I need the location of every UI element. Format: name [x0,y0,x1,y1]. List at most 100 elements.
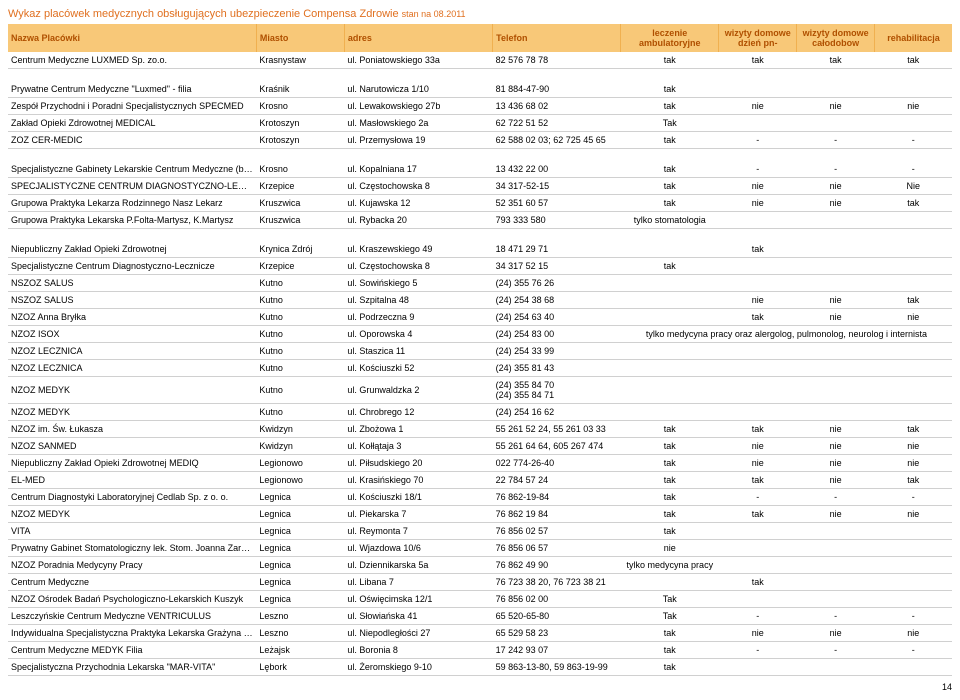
cell-adres: ul. Kościuszki 52 [344,360,492,377]
cell-telefon: 34 317 52 15 [493,258,621,275]
cell-nazwa: Zakład Opieki Zdrowotnej MEDICAL [8,115,256,132]
cell-rehab: nie [875,625,952,642]
col-rehab: rehabilitacja [875,24,952,52]
table-header-row: Nazwa Placówki Miasto adres Telefon lecz… [8,24,952,52]
cell-wizyty1: nie [719,195,797,212]
cell-rehab: tak [875,292,952,309]
cell-adres: ul. Żeromskiego 9-10 [344,659,492,676]
table-row: NZOZ Poradnia Medycyny PracyLegnicaul. D… [8,557,952,574]
cell-rehab [875,523,952,540]
cell-wizyty2 [797,377,875,404]
cell-wizyty1: nie [719,438,797,455]
cell-miasto: Krzepice [256,178,344,195]
cell-nazwa: Centrum Medyczne LUXMED Sp. zo.o. [8,52,256,69]
table-row: NZOZ LECZNICAKutnoul. Kościuszki 52(24) … [8,360,952,377]
cell-telefon: (24) 254 16 62 [493,404,621,421]
cell-telefon: (24) 355 76 26 [493,275,621,292]
cell-wizyty1: nie [719,178,797,195]
cell-rehab: tak [875,195,952,212]
cell-leczenie: tak [621,258,719,275]
cell-wizyty1: tak [719,52,797,69]
table-row: NSZOZ SALUSKutnoul. Sowińskiego 5(24) 35… [8,275,952,292]
cell-leczenie [621,275,719,292]
cell-wizyty2: - [797,161,875,178]
cell-wizyty1 [719,343,797,360]
cell-nazwa: Prywatny Gabinet Stomatologiczny lek. St… [8,540,256,557]
cell-telefon: (24) 254 38 68 [493,292,621,309]
cell-miasto: Kwidzyn [256,438,344,455]
cell-miasto: Krotoszyn [256,132,344,149]
cell-adres: ul. Oporowska 4 [344,326,492,343]
cell-leczenie [621,241,719,258]
cell-miasto: Legionowo [256,472,344,489]
cell-nazwa: NZOZ Ośrodek Badań Psychologiczno-Lekars… [8,591,256,608]
cell-adres: ul. Oświęcimska 12/1 [344,591,492,608]
cell-adres: ul. Narutowicza 1/10 [344,81,492,98]
cell-leczenie: tylko medycyna pracy [621,557,719,574]
col-wizyty2: wizyty domowe całodobow [797,24,875,52]
cell-miasto: Legionowo [256,455,344,472]
cell-leczenie: tak [621,506,719,523]
table-row: EL-MEDLegionowoul. Krasińskiego 7022 784… [8,472,952,489]
cell-rehab [875,212,952,229]
cell-rehab: tak [875,52,952,69]
cell-telefon: 76 862 49 90 [493,557,621,574]
cell-adres: ul. Przemysłowa 19 [344,132,492,149]
cell-leczenie: tak [621,81,719,98]
cell-adres: ul. Masłowskiego 2a [344,115,492,132]
cell-telefon: (24) 254 63 40 [493,309,621,326]
cell-leczenie: tak [621,489,719,506]
table-row: Prywatne Centrum Medyczne "Luxmed" - fil… [8,81,952,98]
cell-nazwa: NZOZ im. Św. Łukasza [8,421,256,438]
cell-wizyty1: tak [719,421,797,438]
cell-rehab: tak [875,421,952,438]
table-row: Centrum Medyczne MEDYK FiliaLeżajskul. B… [8,642,952,659]
cell-wizyty2: - [797,132,875,149]
cell-wizyty1: tak [719,309,797,326]
cell-rehab: - [875,161,952,178]
table-row: NZOZ Anna BryłkaKutnoul. Podrzeczna 9(24… [8,309,952,326]
cell-miasto: Krosno [256,161,344,178]
cell-leczenie: tak [621,161,719,178]
cell-rehab [875,241,952,258]
cell-miasto: Kutno [256,360,344,377]
cell-wizyty1: - [719,608,797,625]
cell-miasto: Kutno [256,404,344,421]
cell-wizyty2 [797,343,875,360]
cell-wizyty2: nie [797,472,875,489]
cell-telefon: 55 261 52 24, 55 261 03 33 [493,421,621,438]
cell-telefon: 76 856 02 00 [493,591,621,608]
cell-rehab [875,377,952,404]
cell-nazwa: NZOZ ISOX [8,326,256,343]
page-title: Wykaz placówek medycznych obsługujących … [8,8,952,20]
cell-wizyty1: nie [719,625,797,642]
cell-miasto: Krynica Zdrój [256,241,344,258]
cell-telefon: 76 856 06 57 [493,540,621,557]
table-row: Leszczyńskie Centrum Medyczne VENTRICULU… [8,608,952,625]
cell-wizyty2: nie [797,506,875,523]
cell-rehab: - [875,642,952,659]
cell-rehab [875,81,952,98]
cell-rehab: - [875,489,952,506]
cell-wizyty2: nie [797,421,875,438]
cell-nazwa: Niepubliczny Zakład Opieki Zdrowotnej ME… [8,455,256,472]
cell-wizyty2: nie [797,178,875,195]
cell-miasto: Kutno [256,309,344,326]
cell-rehab: Nie [875,178,952,195]
cell-rehab: nie [875,309,952,326]
cell-telefon: 13 432 22 00 [493,161,621,178]
cell-leczenie: tak [621,455,719,472]
cell-telefon: 76 862 19 84 [493,506,621,523]
cell-telefon: 18 471 29 71 [493,241,621,258]
spacer-row [8,69,952,82]
table-row: NSZOZ SALUSKutnoul. Szpitalna 48(24) 254… [8,292,952,309]
cell-telefon: 62 588 02 03; 62 725 45 65 [493,132,621,149]
cell-miasto: Legnica [256,591,344,608]
title-text: Wykaz placówek medycznych obsługujących … [8,8,399,20]
cell-adres: ul. Kopalniana 17 [344,161,492,178]
cell-leczenie: tak [621,421,719,438]
cell-rehab [875,343,952,360]
cell-telefon: (24) 254 83 00 [493,326,621,343]
cell-leczenie: tak [621,659,719,676]
cell-nazwa: SPECJALISTYCZNE CENTRUM DIAGNOSTYCZNO-LE… [8,178,256,195]
